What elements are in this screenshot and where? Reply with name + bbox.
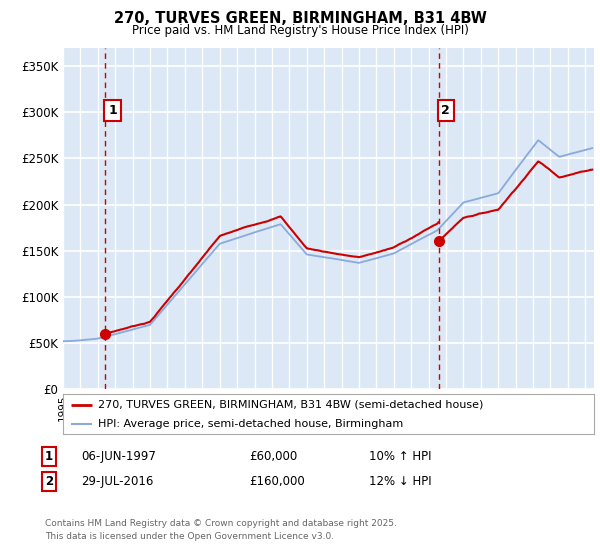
Text: 29-JUL-2016: 29-JUL-2016 <box>81 475 154 488</box>
Text: 270, TURVES GREEN, BIRMINGHAM, B31 4BW (semi-detached house): 270, TURVES GREEN, BIRMINGHAM, B31 4BW (… <box>98 400 483 410</box>
Text: 270, TURVES GREEN, BIRMINGHAM, B31 4BW: 270, TURVES GREEN, BIRMINGHAM, B31 4BW <box>113 11 487 26</box>
Text: 06-JUN-1997: 06-JUN-1997 <box>81 450 156 463</box>
Text: 1: 1 <box>45 450 53 463</box>
Text: 2: 2 <box>45 475 53 488</box>
Text: 12% ↓ HPI: 12% ↓ HPI <box>369 475 431 488</box>
Text: 1: 1 <box>108 104 117 117</box>
Text: 2: 2 <box>442 104 450 117</box>
Text: £60,000: £60,000 <box>249 450 297 463</box>
Text: HPI: Average price, semi-detached house, Birmingham: HPI: Average price, semi-detached house,… <box>98 419 403 429</box>
Text: Contains HM Land Registry data © Crown copyright and database right 2025.: Contains HM Land Registry data © Crown c… <box>45 520 397 529</box>
Text: Price paid vs. HM Land Registry's House Price Index (HPI): Price paid vs. HM Land Registry's House … <box>131 24 469 36</box>
Text: This data is licensed under the Open Government Licence v3.0.: This data is licensed under the Open Gov… <box>45 532 334 541</box>
Text: 10% ↑ HPI: 10% ↑ HPI <box>369 450 431 463</box>
Text: £160,000: £160,000 <box>249 475 305 488</box>
